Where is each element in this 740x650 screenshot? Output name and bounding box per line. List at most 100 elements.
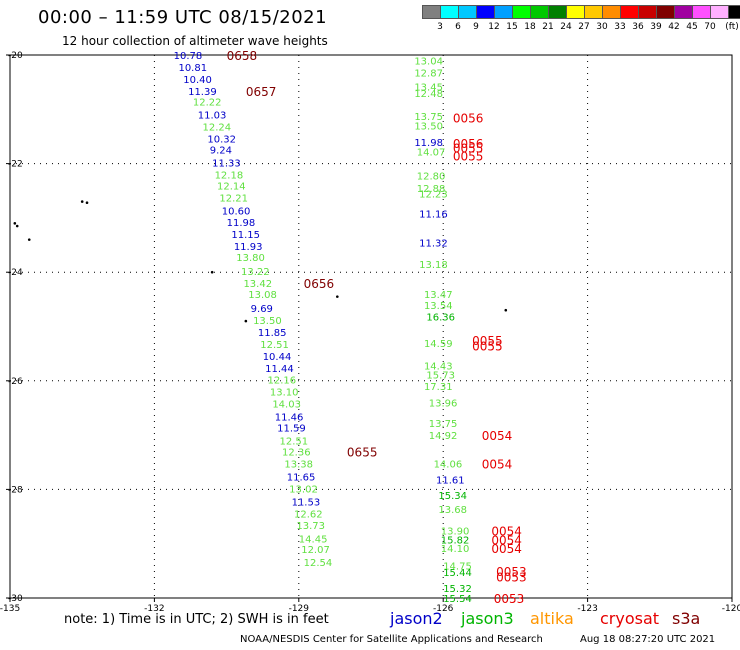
east-track-swh-reading: 14.07 xyxy=(417,148,446,159)
west-track-swh-reading: 14.45 xyxy=(299,534,328,545)
east-track-swh-reading: 13.75 xyxy=(429,419,458,430)
color-scale-label: 70 xyxy=(704,22,716,32)
lat-tick-label: -22 xyxy=(8,160,23,170)
island-marker xyxy=(13,222,17,225)
island-marker xyxy=(27,238,31,241)
east-track-swh-reading: 12.80 xyxy=(417,172,446,183)
west-track-swh-reading: 11.46 xyxy=(275,413,304,424)
east-track-time-label: 0053 xyxy=(494,592,525,606)
lon-tick-label: -123 xyxy=(577,604,597,614)
east-track-swh-reading: 13.47 xyxy=(424,290,453,301)
west-track-swh-reading: 12.51 xyxy=(280,437,309,448)
east-track-swh-reading: 13.90 xyxy=(441,527,470,538)
west-track-swh-reading: 13.73 xyxy=(296,521,325,532)
east-track-time-label: 0053 xyxy=(496,570,527,584)
west-track-swh-reading: 12.07 xyxy=(301,545,330,556)
west-track-swh-reading: 14.03 xyxy=(272,400,301,411)
east-track-swh-reading: 12.23 xyxy=(419,189,448,200)
west-track-swh-reading: 12.24 xyxy=(203,123,232,134)
east-track-time-label: 0056 xyxy=(453,137,484,151)
west-track-swh-reading: 11.65 xyxy=(287,472,316,483)
island-marker xyxy=(15,224,19,228)
west-track-swh-reading: 13.80 xyxy=(236,253,265,264)
color-scale-label: 36 xyxy=(632,22,644,32)
west-track-swh-reading: 9.24 xyxy=(210,145,232,156)
lon-tick-label: -120 xyxy=(722,604,740,614)
legend-jason3: jason3 xyxy=(461,609,514,628)
west-track-swh-reading: 11.59 xyxy=(277,423,306,434)
east-track-swh-reading: 13.68 xyxy=(438,505,467,516)
west-track-swh-reading: 10.60 xyxy=(222,206,251,217)
east-track-swh-reading: 13.50 xyxy=(414,122,443,133)
east-track-time-label: 0055 xyxy=(472,334,503,348)
west-track-swh-reading: 10.44 xyxy=(263,352,292,363)
color-scale-label: 9 xyxy=(473,22,479,32)
east-track-time-label: 0055 xyxy=(472,340,503,354)
lat-tick-label: -24 xyxy=(8,268,23,278)
island-marker xyxy=(80,200,84,203)
map-subtitle: 12 hour collection of altimeter wave hei… xyxy=(62,34,328,48)
lon-tick-label: -126 xyxy=(433,604,454,614)
color-scale-legend: 3 6 9 12 15 18 21 24 27 30 33 36 39 42 45 70 (ft) xyxy=(422,5,740,34)
west-track-swh-reading: 11.15 xyxy=(231,230,260,241)
legend-s3a: s3a xyxy=(672,609,701,628)
west-track-swh-reading: 11.44 xyxy=(265,364,294,375)
east-track-swh-reading: 11.32 xyxy=(419,238,448,249)
color-scale-label: 27 xyxy=(578,22,590,32)
color-scale-label: 45 xyxy=(686,22,698,32)
west-track-swh-reading: 10.78 xyxy=(174,51,203,62)
east-track-swh-reading: 12.88 xyxy=(417,184,446,195)
east-track-swh-reading: 14.59 xyxy=(424,339,453,350)
west-track-swh-reading: 11.85 xyxy=(258,328,287,339)
east-track-swh-reading: 14.75 xyxy=(443,561,472,572)
east-track-swh-reading: 15.32 xyxy=(443,584,472,595)
west-track-swh-reading: 11.98 xyxy=(227,218,256,229)
legend-jason2: jason2 xyxy=(390,609,443,628)
west-track-swh-reading: 13.22 xyxy=(241,267,270,278)
west-track-time-label: 0656 xyxy=(304,277,335,291)
east-track-swh-reading: 14.43 xyxy=(424,362,453,373)
west-track-swh-reading: 13.50 xyxy=(253,316,282,327)
color-scale-labels: 3 6 9 12 15 18 21 24 27 30 33 36 39 42 45 70 (ft) xyxy=(422,22,740,34)
color-scale-label: 33 xyxy=(614,22,626,32)
color-scale-label: (ft) xyxy=(725,22,739,32)
west-track-swh-reading: 12.22 xyxy=(193,98,222,109)
color-scale-label: 24 xyxy=(560,22,572,32)
east-track-time-label: 0054 xyxy=(491,525,522,539)
west-track-swh-reading: 12.14 xyxy=(217,181,246,192)
east-track-swh-reading: 13.96 xyxy=(429,399,458,410)
color-scale-label: 3 xyxy=(437,22,443,32)
east-track-swh-reading: 15.82 xyxy=(441,535,470,546)
west-track-swh-reading: 10.40 xyxy=(183,75,212,86)
west-track-swh-reading: 12.36 xyxy=(282,447,311,458)
east-track-time-label: 0056 xyxy=(453,111,484,125)
east-track-time-label: 0054 xyxy=(482,457,513,471)
west-track-time-label: 0655 xyxy=(347,445,378,459)
credit-line: NOAA/NESDIS Center for Satellite Applica… xyxy=(240,634,543,645)
east-track-swh-reading: 15.54 xyxy=(443,594,472,605)
color-scale-label: 21 xyxy=(542,22,554,32)
lon-tick-label: -132 xyxy=(144,604,164,614)
legend-altika: altika xyxy=(530,609,574,628)
west-track-swh-reading: 11.93 xyxy=(234,242,263,253)
east-track-swh-reading: 13.04 xyxy=(414,56,443,67)
west-track-swh-reading: 11.33 xyxy=(212,159,241,170)
lat-tick-label: -30 xyxy=(8,594,23,604)
east-track-swh-reading: 15.44 xyxy=(443,568,472,579)
west-track-swh-reading: 11.53 xyxy=(292,497,321,508)
east-track-swh-reading: 13.75 xyxy=(414,112,443,123)
color-scale-label: 39 xyxy=(650,22,662,32)
east-track-swh-reading: 12.48 xyxy=(414,89,443,100)
west-track-swh-reading: 12.18 xyxy=(215,170,244,181)
west-track-swh-reading: 13.42 xyxy=(243,279,272,290)
island-marker xyxy=(244,319,248,323)
generated-timestamp: Aug 18 08:27:20 UTC 2021 xyxy=(580,634,716,645)
east-track-time-label: 0055 xyxy=(453,149,484,163)
east-track-swh-reading: 15.34 xyxy=(438,491,467,502)
east-track-time-label: 0055 xyxy=(453,141,484,155)
east-track-swh-reading: 11.98 xyxy=(414,138,443,149)
footer-note: note: 1) Time is in UTC; 2) SWH is in fe… xyxy=(64,612,329,627)
lat-tick-label: -26 xyxy=(8,377,23,387)
east-track-swh-reading: 17.31 xyxy=(424,382,453,393)
